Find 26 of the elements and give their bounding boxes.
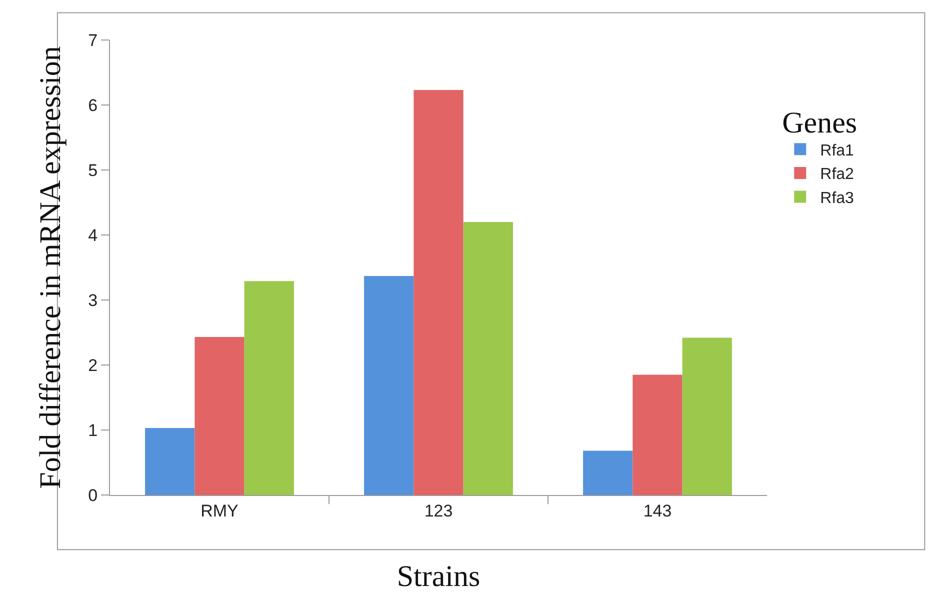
y-tick-label: 5 [88, 160, 98, 180]
bar [194, 337, 244, 495]
y-tick-label: 1 [88, 420, 98, 440]
y-tick-label: 6 [88, 96, 98, 115]
bar [682, 338, 732, 495]
legend-title: Genes [782, 106, 858, 140]
bar [244, 281, 294, 495]
y-tick-label: 0 [88, 486, 98, 505]
bar [632, 374, 682, 495]
x-tick-label: 143 [643, 501, 672, 520]
x-axis-title: Strains [396, 560, 480, 593]
bar [145, 428, 195, 495]
y-tick-label: 4 [88, 226, 98, 245]
bar [583, 450, 633, 495]
y-tick-label: 2 [88, 356, 98, 375]
legend-label: Rfa1 [820, 142, 854, 160]
legend-label: Rfa3 [820, 190, 854, 207]
x-tick-label: RMY [200, 501, 238, 520]
y-axis-title: Fold difference in mRNA expression [34, 46, 68, 489]
bar [463, 222, 513, 495]
bar [364, 276, 414, 495]
y-tick-label: 7 [88, 30, 98, 50]
x-tick-label: 123 [424, 501, 453, 520]
legend-label: Rfa2 [820, 166, 854, 184]
y-tick-label: 3 [88, 290, 98, 310]
bar [414, 90, 464, 495]
